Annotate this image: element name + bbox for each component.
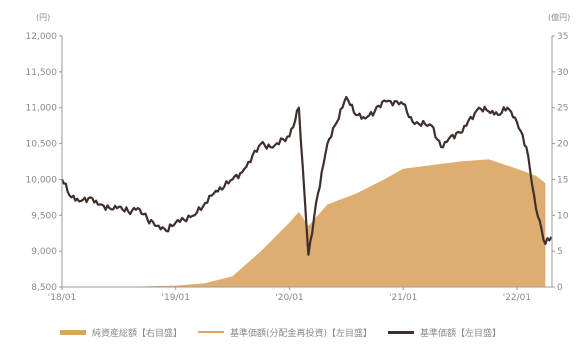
right-tick-label: 10 (557, 211, 569, 221)
left-tick-label: 10,000 (26, 175, 58, 185)
x-tick-label: '20/01 (275, 293, 303, 303)
axes (59, 35, 555, 290)
net-assets-area (62, 159, 546, 287)
right-tick-label: 35 (557, 32, 568, 42)
right-tick-label: 15 (557, 175, 568, 185)
x-tick-label: '21/01 (389, 293, 417, 303)
legend-item-nav-reinvested: 基準価額(分配金再投資)【左目盛】 (198, 326, 372, 339)
left-tick-label: 10,500 (26, 140, 58, 150)
right-tick-label: 0 (557, 283, 563, 293)
x-tick-label: '19/01 (162, 293, 190, 303)
legend-label: 基準価額【左目盛】 (420, 328, 502, 339)
right-tick-label: 5 (557, 247, 563, 257)
legend-swatch-line (388, 330, 415, 334)
right-tick-label: 20 (557, 140, 569, 150)
left-axis-unit: (円) (36, 13, 50, 22)
legend-swatch-area (60, 329, 86, 335)
legend-label: 基準価額(分配金再投資)【左目盛】 (230, 328, 373, 339)
legend-swatch-line (198, 331, 225, 333)
left-tick-label: 12,000 (26, 32, 58, 42)
legend-item-net-assets: 純資産総額【右目盛】 (60, 326, 182, 339)
right-tick-label: 30 (557, 68, 569, 78)
left-tick-label: 8,500 (31, 283, 57, 293)
tick-labels: 8,500 9,000 9,500 10,000 10,500 11,000 11,500 1… (26, 32, 569, 303)
legend-item-nav: 基準価額【左目盛】 (388, 326, 501, 339)
left-tick-label: 9,500 (31, 211, 57, 221)
x-tick-label: '22/01 (503, 293, 531, 303)
right-axis-unit: (億円) (548, 12, 570, 22)
left-tick-label: 11,500 (26, 68, 58, 78)
nav-line (61, 95, 553, 256)
x-tick-label: '18/01 (48, 293, 76, 303)
left-tick-label: 9,000 (31, 247, 57, 257)
legend: 純資産総額【右目盛】 基準価額(分配金再投資)【左目盛】 基準価額【左目盛】 (60, 324, 580, 340)
legend-label: 純資産総額【右目盛】 (92, 328, 183, 339)
left-tick-label: 11,000 (26, 104, 58, 114)
right-tick-label: 25 (557, 104, 568, 114)
